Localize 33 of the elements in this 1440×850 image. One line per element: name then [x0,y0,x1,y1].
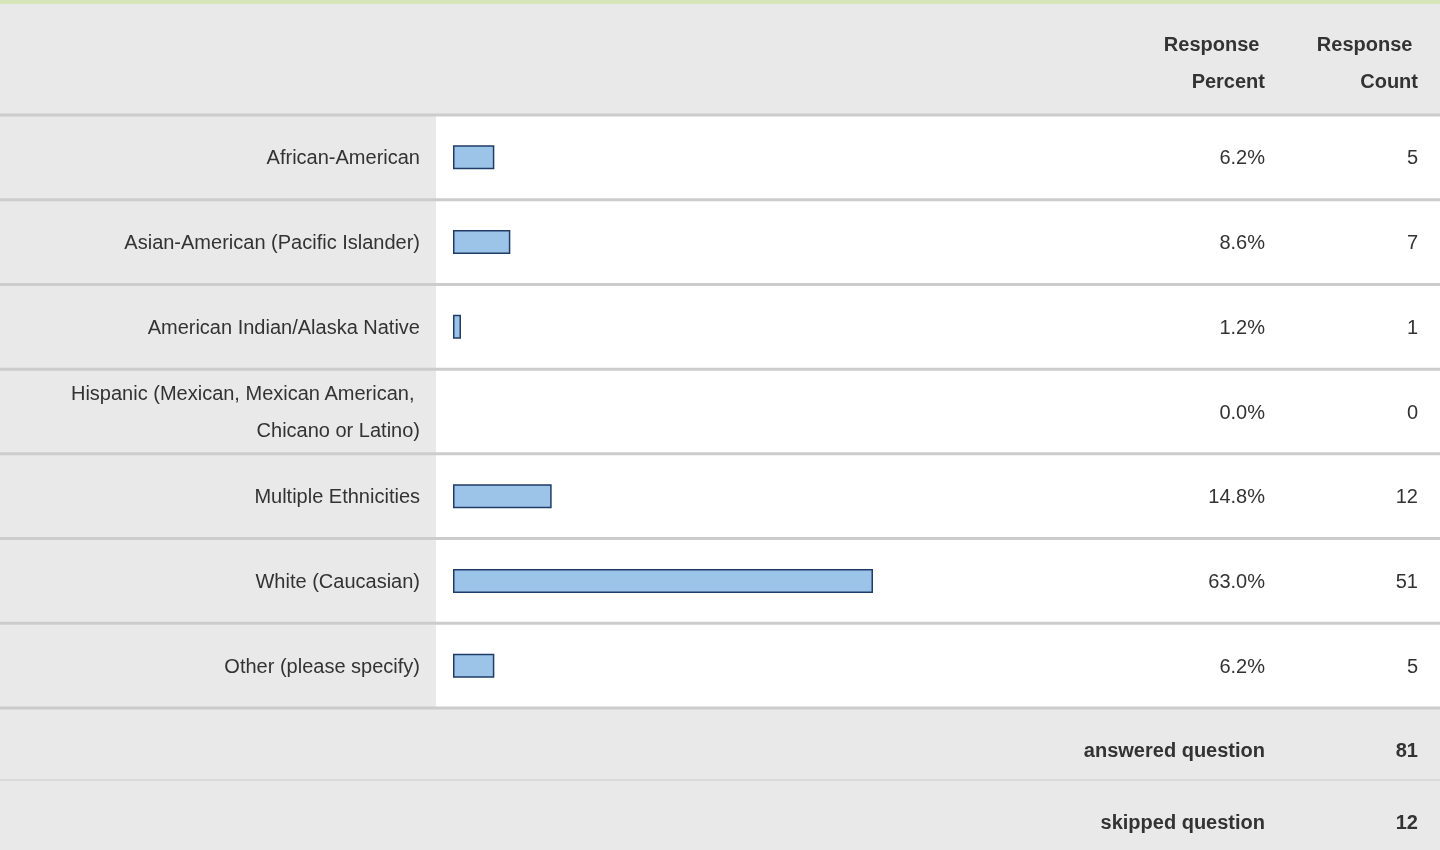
text: Response Count [1316,32,1419,92]
bar [453,653,495,678]
text: 12 [1395,811,1418,833]
bar [453,145,495,170]
text: 5 [1406,146,1418,169]
text: 5 [1406,654,1418,677]
text: answered question [1083,739,1265,761]
text: skipped question [1100,811,1265,833]
data-label: 14.8% [1208,485,1266,508]
text: 7 [1406,231,1418,254]
bar [453,230,511,255]
data-label: 8.6% [1219,231,1266,254]
y-tick-label: Other (please specify) [224,654,420,677]
data-label: 1.2% [1219,315,1266,338]
y-tick-label: African-American [266,146,420,169]
text: 1 [1406,315,1418,338]
bar [453,484,552,509]
text: 12 [1395,485,1418,508]
y-tick-label: White (Caucasian) [255,569,420,592]
bar [453,314,461,339]
data-label: 6.2% [1219,146,1266,169]
text: 0 [1406,400,1418,423]
text: Response Percent [1163,32,1266,92]
y-tick-label: Multiple Ethnicities [254,485,420,508]
bar [453,568,873,593]
text: 51 [1395,569,1418,592]
text: 81 [1395,739,1418,761]
y-tick-label: American Indian/Alaska Native [147,315,420,338]
y-tick-label: Asian-American (Pacific Islander) [124,231,420,254]
y-tick-label: Hispanic (Mexican, Mexican American, Chicano or Latino) [70,382,420,441]
data-label: 0.0% [1219,400,1266,423]
data-label: 63.0% [1208,569,1266,592]
data-label: 6.2% [1219,654,1266,677]
